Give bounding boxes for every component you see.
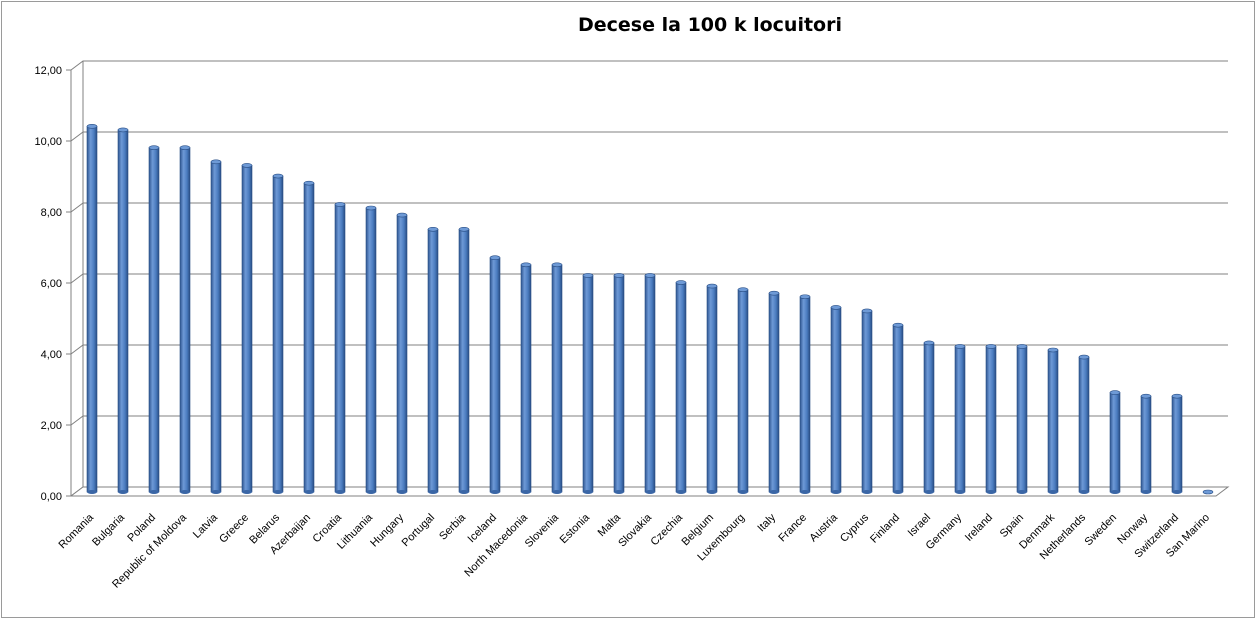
bar xyxy=(1047,347,1059,494)
bar xyxy=(1202,489,1214,495)
bar xyxy=(148,145,160,494)
x-tick-label: Ireland xyxy=(963,512,995,544)
x-tick-label: France xyxy=(776,512,809,545)
bar xyxy=(1140,393,1152,494)
bar xyxy=(117,127,129,494)
bar xyxy=(210,159,222,494)
bar xyxy=(179,145,191,494)
x-tick-label: Estonia xyxy=(558,511,593,546)
bar xyxy=(923,340,935,494)
bar xyxy=(1171,393,1183,494)
bar xyxy=(489,255,501,494)
x-tick-label: Lithuania xyxy=(335,511,376,552)
bar xyxy=(675,280,687,494)
bar xyxy=(1078,354,1090,494)
bar xyxy=(396,212,408,494)
x-tick-label: Slovenia xyxy=(523,511,562,550)
y-tick-label: 12,00 xyxy=(34,65,62,77)
x-tick-label: Israel xyxy=(906,512,934,540)
bar xyxy=(613,273,625,494)
x-tick-label: Bulgaria xyxy=(90,511,128,549)
x-tick-label: Finland xyxy=(868,512,902,546)
gridline xyxy=(70,131,1228,142)
bar xyxy=(241,163,253,494)
bar xyxy=(458,227,470,494)
bar xyxy=(830,305,842,494)
chart-title: Decese la 100 k locuitori xyxy=(578,14,842,36)
bar xyxy=(551,262,563,494)
y-tick-label: 0,00 xyxy=(41,491,62,503)
bar xyxy=(1016,344,1028,494)
bar xyxy=(985,344,997,494)
bar xyxy=(86,124,98,494)
bar xyxy=(954,344,966,494)
bar xyxy=(582,273,594,494)
bar xyxy=(644,273,656,494)
bar xyxy=(737,287,749,494)
x-tick-label: Slovakia xyxy=(616,511,655,550)
bar xyxy=(427,227,439,494)
x-tick-label: Romania xyxy=(57,511,97,551)
y-tick-label: 8,00 xyxy=(41,207,62,219)
bar xyxy=(768,290,780,494)
bar xyxy=(799,294,811,494)
bar xyxy=(1109,390,1121,494)
y-tick-label: 10,00 xyxy=(34,136,62,148)
bar xyxy=(272,173,284,494)
bar xyxy=(365,205,377,494)
x-tick-label: Greece xyxy=(217,512,251,546)
x-tick-label: Sweden xyxy=(1083,512,1120,549)
y-tick-label: 2,00 xyxy=(41,420,62,432)
x-tick-label: Cyprus xyxy=(838,511,871,544)
x-tick-label: Hungary xyxy=(368,511,406,549)
x-tick-label: Serbia xyxy=(437,511,469,543)
bar xyxy=(334,202,346,494)
x-tick-label: Italy xyxy=(755,511,778,534)
bar xyxy=(303,180,315,494)
bar xyxy=(706,283,718,494)
x-tick-label: Austria xyxy=(807,511,840,544)
bars xyxy=(86,124,1214,495)
y-tick-label: 6,00 xyxy=(41,278,62,290)
gridline xyxy=(70,60,1228,71)
bar xyxy=(861,308,873,494)
x-tick-label: Portugal xyxy=(400,512,437,549)
x-tick-label: Spain xyxy=(998,512,1026,540)
bar xyxy=(892,322,904,494)
bar xyxy=(520,262,532,494)
y-tick-label: 4,00 xyxy=(41,349,62,361)
x-tick-label: Czechia xyxy=(649,511,686,548)
x-tick-label: Malta xyxy=(596,511,624,539)
x-tick-label: Latvia xyxy=(191,511,221,541)
